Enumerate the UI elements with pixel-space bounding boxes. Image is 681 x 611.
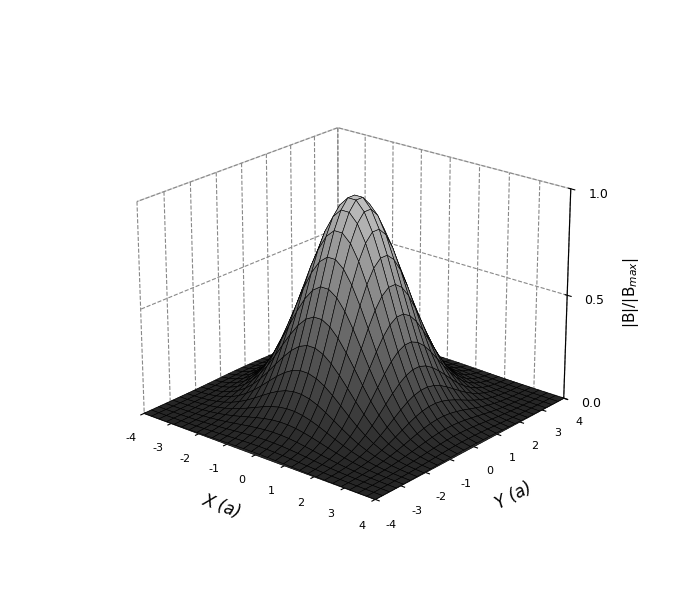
Y-axis label: Y (a): Y (a) (492, 478, 535, 513)
X-axis label: X (a): X (a) (200, 491, 243, 522)
